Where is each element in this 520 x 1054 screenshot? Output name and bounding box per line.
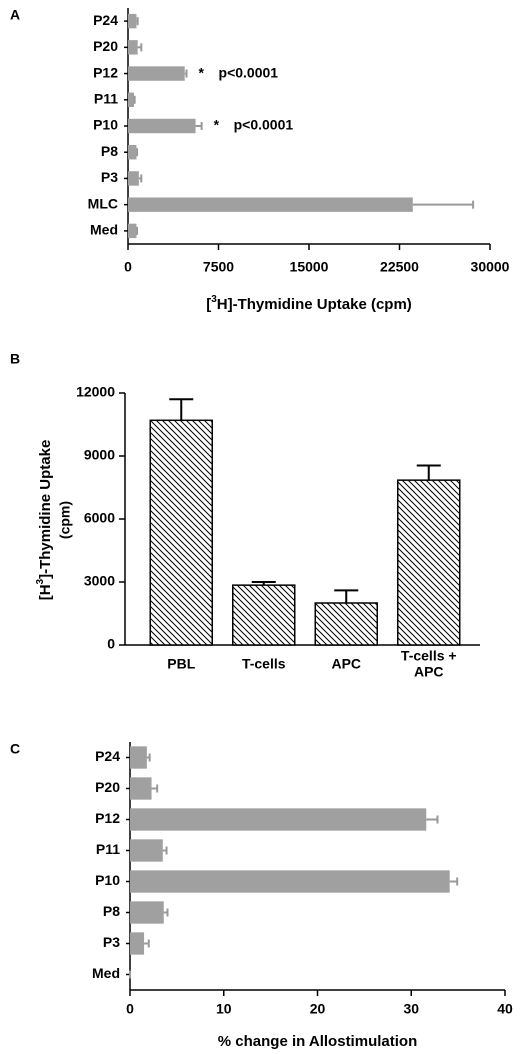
superscript: 3 <box>35 578 46 584</box>
y-tick-label: P10 <box>93 117 118 133</box>
x-tick-label: APC <box>331 656 361 672</box>
bar <box>130 932 145 955</box>
y-tick-label: P20 <box>93 38 118 54</box>
bar <box>130 746 147 769</box>
annotation-marker: * <box>199 64 205 80</box>
bar <box>130 808 427 831</box>
label-part: H]-Thymidine Uptake (cpm) <box>217 296 412 313</box>
panel-label: C <box>10 741 20 757</box>
y-tick-label: P20 <box>95 779 120 795</box>
x-tick-label: 20 <box>310 1001 326 1017</box>
y-tick-label: P24 <box>93 12 118 28</box>
label-part: [H <box>37 584 54 600</box>
label-part: [ <box>206 296 211 313</box>
y-tick-label: P24 <box>95 748 120 764</box>
x-tick-label: T-cells + <box>401 648 457 664</box>
x-tick-label: 40 <box>497 1001 513 1017</box>
bar <box>130 777 152 800</box>
y-tick-label: 9000 <box>84 447 115 463</box>
x-axis-label: [3H]-Thymidine Uptake (cpm) <box>206 294 412 313</box>
y-tick-label: 12000 <box>76 384 115 400</box>
label-part: % change in Allostimulation <box>218 1033 417 1050</box>
x-tick-label: 7500 <box>203 259 234 275</box>
panel-label: B <box>10 351 20 367</box>
x-tick-label: 22500 <box>380 259 419 275</box>
x-axis-label: % change in Allostimulation <box>218 1033 417 1050</box>
y-tick-label: P10 <box>95 872 120 888</box>
y-axis-label-line: [H3]-Thymidine Uptake <box>35 440 54 601</box>
annotation: p<0.0001 <box>234 117 294 133</box>
y-axis-label-line: (cpm) <box>57 501 73 539</box>
bar <box>128 171 139 186</box>
y-tick-label: P3 <box>101 169 118 185</box>
bar <box>130 839 163 862</box>
y-tick-label: 0 <box>107 636 115 652</box>
bar <box>130 901 164 924</box>
bar <box>128 66 185 81</box>
bar <box>128 223 137 239</box>
x-tick-label: 30000 <box>471 259 510 275</box>
bar <box>397 479 461 646</box>
label-part: ]-Thymidine Uptake <box>37 440 54 579</box>
x-tick-label: T-cells <box>242 656 286 672</box>
x-tick-label: 0 <box>124 259 132 275</box>
x-tick-label: PBL <box>167 656 195 672</box>
y-tick-label: 3000 <box>84 573 115 589</box>
y-tick-label: P8 <box>103 903 120 919</box>
bar <box>232 584 296 646</box>
annotation: p<0.0001 <box>219 64 279 80</box>
annotation-marker: * <box>214 117 220 133</box>
y-tick-label: Med <box>90 222 118 238</box>
x-tick-label: 15000 <box>290 259 329 275</box>
y-tick-label: MLC <box>88 195 118 211</box>
x-tick-label: 30 <box>403 1001 419 1017</box>
bar <box>314 602 378 646</box>
y-axis-label: [H3]-Thymidine Uptake (cpm) <box>35 440 73 601</box>
x-tick-label: 0 <box>126 1001 134 1017</box>
y-tick-label: Med <box>92 965 120 981</box>
bar <box>128 145 137 160</box>
y-tick-label: 6000 <box>84 510 115 526</box>
y-tick-label: P12 <box>95 810 120 826</box>
bar <box>149 419 213 646</box>
y-tick-label: P8 <box>101 143 118 159</box>
bar <box>128 13 137 29</box>
y-tick-label: P12 <box>93 64 118 80</box>
x-tick-label: 10 <box>216 1001 232 1017</box>
bar <box>128 40 138 55</box>
y-tick-label: P3 <box>103 934 120 950</box>
bar <box>128 197 413 212</box>
bar <box>130 870 450 893</box>
bar <box>128 118 196 134</box>
bar <box>128 92 135 107</box>
y-tick-label: P11 <box>94 90 118 106</box>
superscript: 3 <box>211 294 217 305</box>
panel-label: A <box>10 7 20 23</box>
y-tick-label: P11 <box>96 841 120 857</box>
x-tick-label: APC <box>414 664 444 680</box>
